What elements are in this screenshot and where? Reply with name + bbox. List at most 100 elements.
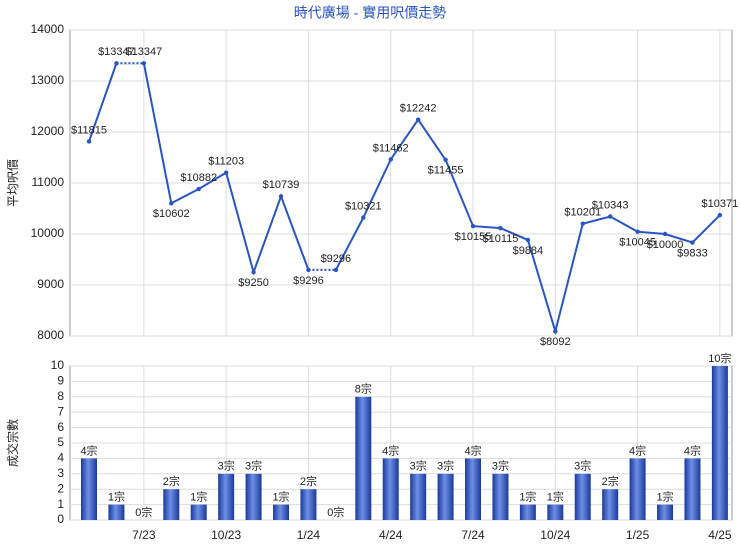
y-axis-label: 成交宗數 (5, 419, 20, 467)
x-tick-label: 7/24 (461, 528, 485, 542)
bar (547, 504, 564, 520)
x-tick-label: 10/23 (211, 528, 241, 542)
point (361, 215, 366, 220)
x-tick-label: 10/24 (540, 528, 570, 542)
y-tick-label: 3 (57, 466, 64, 480)
bar (355, 396, 372, 520)
point (196, 186, 201, 192)
value-label: $10371 (702, 198, 739, 210)
bar (190, 504, 207, 520)
value-label: $10155 (455, 231, 492, 243)
point (278, 194, 284, 199)
y-tick-label: 1 (57, 497, 64, 511)
value-label: $12242 (400, 103, 437, 115)
x-tick-label: 4/24 (379, 528, 403, 542)
value-label: $9884 (513, 245, 544, 257)
point (607, 214, 613, 219)
bar (657, 504, 674, 520)
bar (273, 504, 290, 520)
value-label: 0宗 (135, 505, 152, 519)
bar (245, 473, 262, 520)
x-tick-label: 4/25 (708, 528, 732, 542)
value-label: 1宗 (190, 490, 207, 504)
point (388, 157, 393, 162)
value-label: $13347 (126, 46, 163, 58)
value-label: 3宗 (492, 459, 509, 473)
bar (519, 504, 536, 520)
point (443, 157, 448, 162)
point (169, 201, 174, 206)
bar (437, 473, 454, 520)
value-label: 4宗 (464, 443, 481, 457)
point (223, 170, 229, 175)
value-label: 1宗 (519, 490, 536, 504)
price-line (88, 62, 721, 336)
value-label: $9296 (321, 253, 352, 265)
value-label: 2宗 (163, 474, 180, 488)
x-tick-label: 1/24 (297, 528, 321, 542)
point (251, 270, 256, 275)
y-tick-label: 5 (57, 435, 64, 449)
value-label: $9833 (677, 247, 708, 259)
bar (382, 458, 399, 520)
value-label: $11462 (373, 142, 409, 154)
y-tick-label: 4 (57, 451, 64, 465)
bar (218, 473, 235, 520)
value-label: 3宗 (218, 459, 235, 473)
y-tick-label: 10000 (31, 226, 65, 240)
y-tick-label: 11000 (32, 175, 65, 189)
y-tick-label: 13000 (31, 73, 65, 87)
value-label: $8092 (540, 336, 571, 348)
bar (300, 489, 317, 520)
bar (465, 458, 482, 520)
value-label: 4宗 (684, 443, 701, 457)
bar (492, 473, 509, 520)
value-label: 4宗 (382, 443, 399, 457)
bar (602, 489, 619, 520)
value-label: 3宗 (245, 459, 262, 473)
point (114, 61, 119, 66)
value-label: $13347 (98, 46, 135, 58)
value-label: 2宗 (300, 474, 317, 488)
point (690, 240, 695, 245)
y-tick-label: 12000 (31, 124, 65, 138)
value-label: 1宗 (656, 490, 673, 504)
y-axis-label: 平均呎價 (6, 159, 20, 207)
chart-title: 時代廣場 - 實用呎價走勢 (294, 5, 446, 21)
value-label: 3宗 (574, 459, 591, 473)
value-label: $10343 (592, 199, 629, 211)
value-label: 1宗 (547, 490, 564, 504)
bar (163, 489, 180, 520)
bar (574, 473, 591, 520)
bar (81, 458, 97, 520)
point (580, 221, 585, 226)
value-label: 0宗 (327, 505, 344, 519)
value-label: $11203 (208, 156, 244, 168)
value-label: $10321 (345, 201, 382, 213)
value-label: 1宗 (108, 490, 125, 504)
value-label: 8宗 (355, 382, 372, 396)
bar (684, 458, 701, 520)
value-label: 3宗 (410, 459, 427, 473)
point (470, 223, 476, 229)
value-label: $10000 (647, 239, 684, 251)
y-tick-label: 6 (57, 420, 64, 434)
point (662, 231, 668, 237)
y-tick-label: 8000 (37, 328, 64, 342)
x-tick-label: 7/23 (132, 528, 156, 542)
value-label: 4宗 (80, 443, 97, 457)
y-tick-label: 10 (51, 358, 65, 372)
value-label: $10201 (564, 207, 601, 219)
point (498, 225, 503, 231)
y-tick-label: 8 (57, 389, 64, 403)
value-label: $11815 (71, 124, 107, 136)
value-label: 10宗 (708, 351, 731, 365)
value-label: $10115 (483, 233, 519, 245)
value-label: $11455 (428, 165, 464, 177)
point (717, 212, 723, 218)
value-label: 4宗 (629, 443, 646, 457)
value-label: $10045 (619, 237, 656, 249)
point (415, 117, 421, 122)
y-tick-label: 7 (57, 404, 64, 418)
